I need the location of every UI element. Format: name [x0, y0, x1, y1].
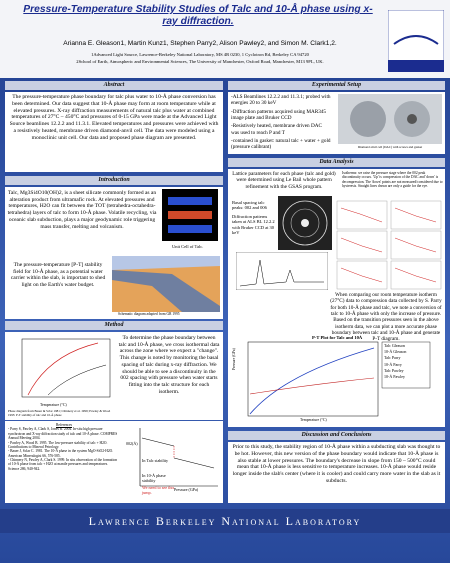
subduction-diagram	[112, 256, 220, 312]
label: Pressure (GPa)	[174, 487, 199, 492]
label: We need to see this jump.	[142, 485, 175, 496]
isotherm-plots	[336, 200, 442, 290]
axis-label: Pressure (GPa)	[232, 348, 236, 370]
legend-entry: 10-Å Gleason	[384, 349, 407, 355]
axis-label: Temperature (°C)	[300, 418, 327, 422]
basal-note: Basal spacing talc peaks: 002 and 006	[232, 200, 267, 211]
figure-caption: Schematic diagram adapted from GR 1995	[118, 312, 180, 316]
section-heading: Abstract	[5, 81, 223, 90]
authors: Arianna E. Gleason1, Martin Kunz1, Steph…	[63, 40, 337, 47]
diffraction-image	[278, 196, 332, 250]
affiliation: 2School of Earth, Atmospheric and Enviro…	[76, 59, 324, 64]
isotherm-note: Isotherms: we raise the pressure stage w…	[342, 171, 443, 189]
reference: - Bauer J, Sclar C. 1981. The 10-Å phase…	[8, 449, 114, 458]
references-heading: References	[56, 423, 72, 427]
analysis-text: When comparing our room temperature isot…	[330, 292, 442, 343]
legend-entry: 10-Å Parry	[384, 361, 402, 367]
reference: - Chinnery N, Pawley A, Clark S. 1999. I…	[8, 458, 118, 471]
figure-caption: Unit Cell of Talc.	[172, 244, 204, 249]
dac-photo	[338, 94, 442, 144]
label: In Talc stability	[142, 458, 169, 463]
method-text: To determine the phase boundary between …	[118, 335, 220, 395]
logo	[388, 10, 444, 72]
label: 002(Å)	[126, 441, 138, 446]
setup-item: -contained in gasket: natural talc + wat…	[231, 138, 331, 151]
pt-plot	[247, 341, 431, 417]
unit-cell-image	[162, 189, 218, 241]
discussion-text: Prior to this study, the stability regio…	[232, 444, 441, 485]
affiliation: 1Advanced Light Source, Lawrence-Berkele…	[91, 52, 309, 57]
setup-item: -Resistively heated, membrane driven DAC…	[231, 123, 322, 136]
section-heading: Data Analysis	[228, 158, 445, 167]
label: In 10-Å phase stability	[142, 473, 166, 484]
legend: Talc Gleason 10-Å Gleason Talc Parry 10-…	[384, 343, 430, 380]
setup-item: -Diffraction patterns acquired using MAR…	[231, 108, 326, 122]
figure-caption: Phase diagram from Bauer & Sclar 1981; C…	[8, 409, 111, 417]
setup-list: -ALS Beamlines 12.2.2 and 11.3.1; probed…	[231, 94, 331, 151]
footer: Lawrence Berkeley National Laboratory	[0, 509, 450, 533]
reference: - Pawley A, Wood B. 1995. The low-pressu…	[8, 440, 108, 449]
plot-title: P-T Plot for Talc and 10Å	[312, 335, 363, 340]
setup-item: -ALS Beamlines 12.2.2 and 11.3.1; probed…	[231, 94, 331, 107]
abstract-text: The pressure-temperature phase boundary …	[9, 94, 219, 141]
section-heading: Introduction	[5, 176, 223, 185]
header	[0, 0, 450, 78]
panel	[5, 92, 223, 172]
reference: - Parry S, Pawley A, Clark S, Jones R. 2…	[8, 427, 118, 441]
panel	[228, 442, 445, 503]
diffraction-note: Diffraction patterns taken at ALS BL 12.…	[232, 214, 275, 236]
axis-label: Temperature (°C)	[40, 403, 67, 407]
logo-text: Berkeley Lab	[398, 52, 434, 58]
references: References - Parry S, Pawley A, Clark S,…	[8, 423, 120, 471]
panel	[5, 421, 223, 503]
legend-entry: 10-Å Pawley	[384, 373, 405, 379]
legend-entry: Talc Parry	[384, 355, 401, 361]
intro-text: Talc, Mg3Si4O10(OH)2, is a sheet silicat…	[7, 190, 157, 230]
pattern-plot	[236, 252, 328, 290]
section-heading: Experimental Setup	[228, 81, 445, 90]
title: Pressure-Temperature Stability Studies o…	[23, 4, 373, 27]
legend-entry: Talc Gleason	[384, 343, 405, 348]
analysis-text: Lattice parameters for each phase (talc …	[232, 171, 336, 190]
intro-text: The pressure-temperature [P-T] stability…	[10, 262, 106, 289]
section-heading: Method	[5, 321, 223, 330]
figure-caption: Diamond anvil cell (DAC) with screws and…	[357, 145, 423, 149]
section-heading: Discussion and Conclusions	[228, 431, 445, 440]
legend-entry: Talc Pawley	[384, 367, 404, 373]
sketch	[139, 428, 218, 487]
phase-diagram	[21, 338, 111, 398]
